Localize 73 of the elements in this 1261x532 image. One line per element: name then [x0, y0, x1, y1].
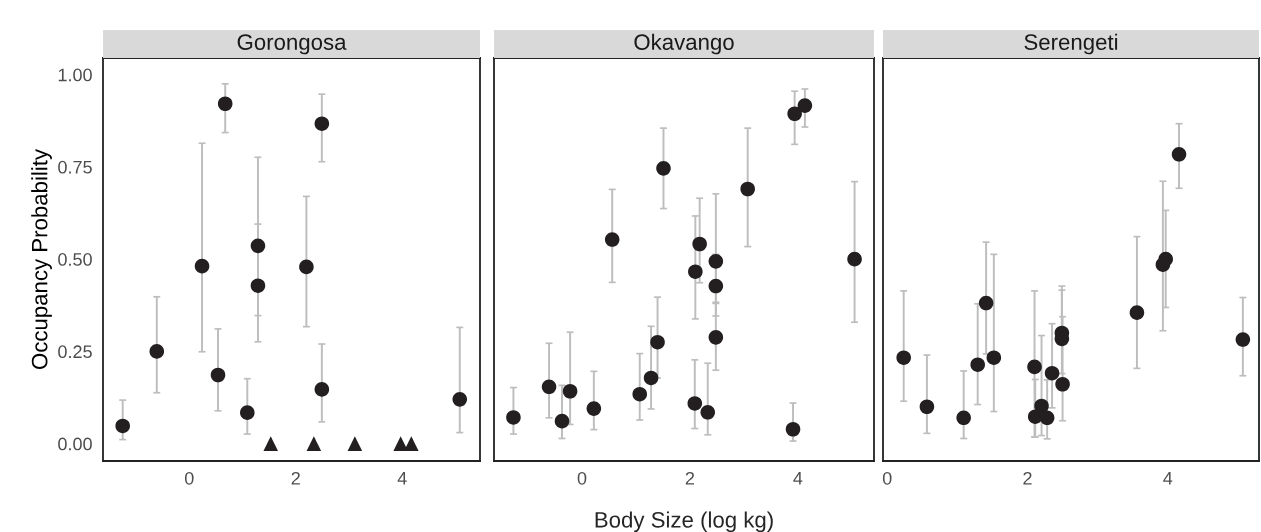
point [554, 413, 570, 429]
y-tick-label: 0.75 [58, 160, 92, 174]
point [347, 436, 363, 451]
y-tick-label: 0.50 [58, 253, 92, 266]
x-tick-label: 2 [1023, 471, 1032, 485]
point [452, 392, 468, 407]
point [240, 405, 255, 420]
point [700, 405, 716, 420]
point [650, 334, 665, 350]
chart-title: Okavango [634, 33, 734, 55]
chart-title: Gorongosa [237, 34, 347, 55]
point [1158, 251, 1173, 267]
point [149, 344, 165, 359]
point [847, 251, 862, 267]
point [970, 357, 985, 372]
point [986, 350, 1002, 365]
y-axis-title: Occupancy Probability [31, 148, 52, 369]
point [562, 383, 578, 399]
y-tick-label: 0.25 [58, 345, 92, 359]
point [250, 238, 266, 254]
x-tick-label: 2 [291, 471, 300, 485]
point [217, 96, 233, 112]
point [393, 436, 408, 451]
point [692, 236, 707, 252]
point [785, 421, 801, 437]
x-tick-label: 0 [577, 471, 587, 485]
x-tick-label: 4 [793, 472, 803, 485]
point [656, 161, 671, 176]
point [263, 436, 279, 451]
point [115, 418, 130, 434]
point [1027, 359, 1042, 375]
point [978, 295, 994, 311]
point [919, 399, 935, 415]
point [687, 396, 703, 411]
point [787, 106, 802, 122]
point [632, 386, 648, 402]
y-tick-label: 0.00 [58, 437, 92, 451]
point [404, 436, 419, 451]
point [643, 370, 659, 386]
point [586, 401, 602, 416]
point [604, 232, 620, 247]
x-tick-label: 0 [184, 471, 194, 485]
point [708, 278, 724, 294]
point [1171, 147, 1187, 162]
x-tick-label: 0 [882, 471, 892, 485]
x-axis-title: Body Size (log kg) [595, 511, 773, 532]
point [1039, 410, 1055, 426]
point [194, 258, 210, 274]
point [314, 116, 330, 131]
x-tick-label: 4 [397, 472, 407, 485]
point [708, 330, 724, 345]
point [314, 382, 330, 397]
point [250, 278, 266, 293]
x-tick-label: 4 [1163, 472, 1173, 485]
point [1055, 376, 1070, 392]
point [299, 259, 314, 275]
point [210, 367, 226, 383]
x-tick-label: 2 [685, 471, 695, 485]
point [506, 410, 521, 425]
point [541, 379, 557, 395]
point [740, 181, 755, 197]
point [306, 436, 322, 451]
point [956, 410, 971, 426]
point [1235, 332, 1251, 347]
point [797, 98, 813, 113]
point [1044, 365, 1060, 381]
chart-title: Serengeti [1024, 33, 1118, 55]
point [1129, 305, 1145, 320]
point [688, 264, 703, 279]
y-tick-label: 1.00 [58, 68, 92, 82]
point [708, 254, 724, 269]
point [1034, 398, 1049, 414]
point [896, 350, 911, 365]
